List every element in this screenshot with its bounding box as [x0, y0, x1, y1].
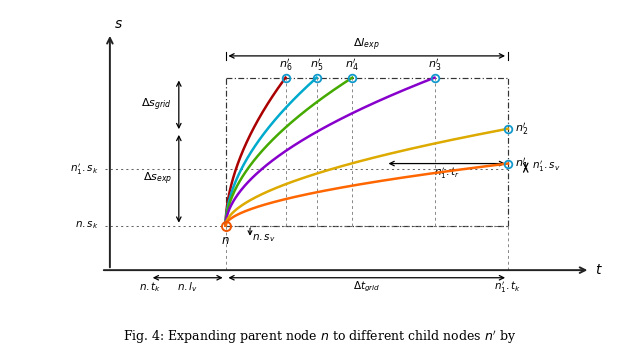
Text: $n.s_k$: $n.s_k$	[75, 220, 99, 231]
Text: $n_1'$: $n_1'$	[515, 156, 528, 172]
Text: $n_1'.t_r$: $n_1'.t_r$	[434, 166, 460, 181]
Text: $n.t_k$: $n.t_k$	[139, 280, 161, 294]
Text: $\Delta s_{grid}$: $\Delta s_{grid}$	[141, 97, 172, 113]
Text: $n_5'$: $n_5'$	[310, 57, 323, 73]
Text: $n.l_v$: $n.l_v$	[177, 280, 198, 294]
Text: $t$: $t$	[595, 263, 602, 277]
Text: Fig. 4: Expanding parent node $n$ to different child nodes $n'$ by: Fig. 4: Expanding parent node $n$ to dif…	[124, 329, 516, 346]
Text: $n_4'$: $n_4'$	[346, 57, 359, 73]
Text: $s$: $s$	[115, 17, 124, 31]
Text: $n.s_v$: $n.s_v$	[252, 232, 276, 244]
Text: $\Delta s_{exp}$: $\Delta s_{exp}$	[143, 171, 172, 187]
Text: $n_1'.s_k$: $n_1'.s_k$	[70, 161, 99, 177]
Text: $n_6'$: $n_6'$	[279, 57, 292, 73]
Text: $n_3'$: $n_3'$	[428, 57, 441, 73]
Text: $\Delta t_{grid}$: $\Delta t_{grid}$	[353, 280, 380, 294]
Text: $n_1'.s_v$: $n_1'.s_v$	[532, 159, 561, 174]
Text: $n_2'$: $n_2'$	[515, 121, 528, 137]
Text: $\Delta l_{exp}$: $\Delta l_{exp}$	[353, 36, 380, 53]
Text: $n$: $n$	[221, 234, 230, 247]
Text: $n_1'.t_k$: $n_1'.t_k$	[494, 280, 522, 295]
